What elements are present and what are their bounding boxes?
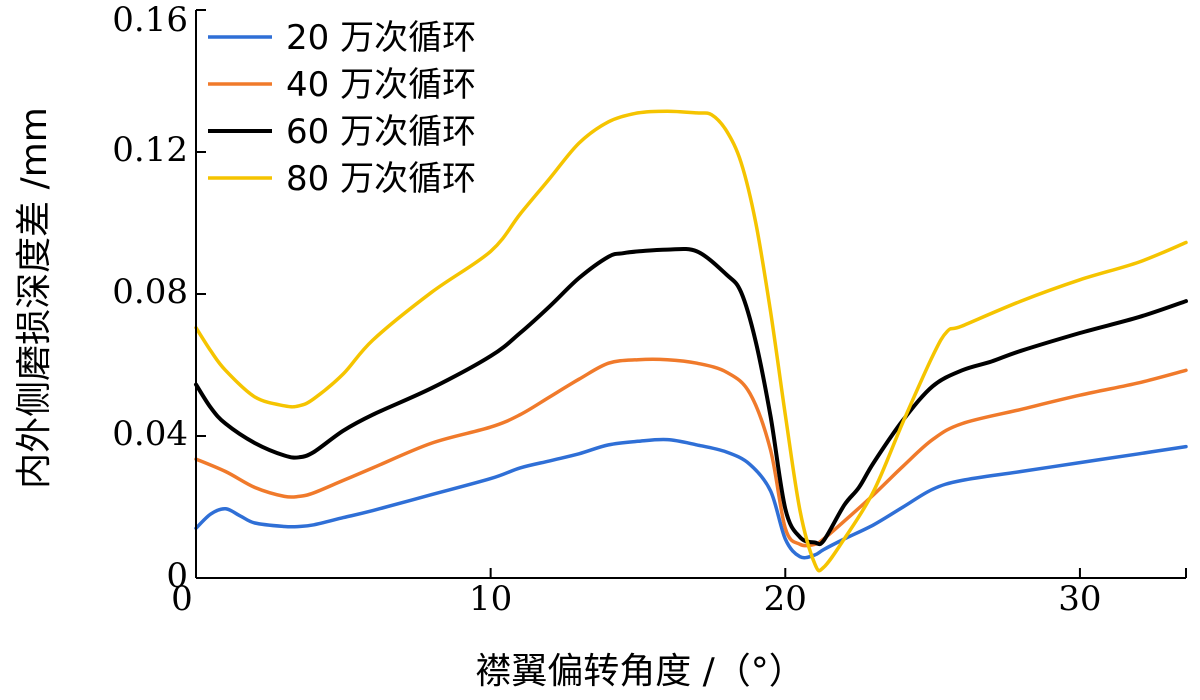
y-tick-label: 0.16 [112,0,188,40]
y-tick-label: 0.08 [112,272,188,312]
y-ticks: 0 0.04 0.08 0.12 0.16 [112,0,206,596]
x-axis-title: 襟翼偏转角度 /（°） [475,651,805,692]
x-tick-label: 30 [1058,579,1101,619]
legend-label-2: 40 万次循环 [286,65,476,105]
x-tick-label: 20 [764,579,807,619]
legend-label-1: 20 万次循环 [286,18,476,58]
y-tick-label: 0 [166,556,188,596]
x-tick-label: 10 [469,579,512,619]
legend-label-3: 60 万次循环 [286,112,476,152]
x-ticks: 0 10 20 30 [171,568,1102,619]
y-tick-label: 0.12 [112,130,188,170]
series-line-2 [194,357,1188,548]
y-axis-title: 内外侧磨损深度差 /mm [14,107,55,489]
series-line-4 [194,109,1188,573]
series-line-1 [194,437,1188,560]
plot-lines [194,109,1188,573]
x-tick-label: 0 [171,579,193,619]
y-tick-label: 0.04 [112,414,188,454]
series-line-3 [194,246,1188,547]
legend-label-4: 80 万次循环 [286,159,476,199]
legend: 20 万次循环 40 万次循环 60 万次循环 80 万次循环 [208,18,476,199]
